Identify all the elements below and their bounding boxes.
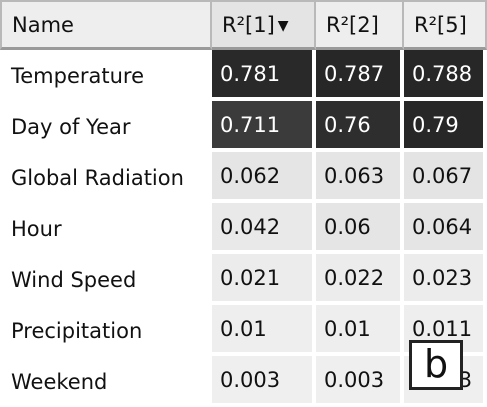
- r2-value-cell: 0.022: [316, 254, 404, 305]
- r2-value-cell: 0.76: [316, 101, 404, 152]
- r2-value-cell: 0.788: [404, 50, 487, 101]
- r2-value-cell: 0.79: [404, 101, 487, 152]
- table-row[interactable]: Temperature 0.781 0.787 0.788: [0, 50, 487, 101]
- r2-value-cell: 0.062: [212, 152, 316, 203]
- column-header-name-label: Name: [12, 12, 74, 37]
- column-header-r2-5-label: R²[5]: [414, 12, 467, 37]
- row-name-cell: Hour: [0, 203, 212, 254]
- table-row[interactable]: Global Radiation 0.062 0.063 0.067: [0, 152, 487, 203]
- r2-value-cell: 0.067: [404, 152, 487, 203]
- row-name-cell: Weekend: [0, 356, 212, 407]
- r2-value-cell: 0.787: [316, 50, 404, 101]
- r2-value-cell: 0.003: [316, 356, 404, 407]
- row-name-cell: Precipitation: [0, 305, 212, 356]
- r2-value-cell: 0.003: [212, 356, 316, 407]
- column-header-r2-2[interactable]: R²[2]: [316, 0, 404, 50]
- r2-value-cell: 0.01: [212, 305, 316, 356]
- column-header-r2-1-label: R²[1]: [222, 12, 275, 37]
- sort-descending-icon: ▼: [277, 17, 289, 34]
- header-row: Name R²[1] ▼ R²[2] R²[5]: [0, 0, 487, 50]
- table-row[interactable]: Hour 0.042 0.06 0.064: [0, 203, 487, 254]
- row-name-cell: Day of Year: [0, 101, 212, 152]
- r2-value-cell: 0.021: [212, 254, 316, 305]
- row-name-cell: Global Radiation: [0, 152, 212, 203]
- column-header-name[interactable]: Name: [0, 0, 212, 50]
- r2-value-cell: 0.023: [404, 254, 487, 305]
- column-header-r2-5[interactable]: R²[5]: [404, 0, 487, 50]
- r2-value-cell: 0.781: [212, 50, 316, 101]
- panel-label: b: [409, 340, 463, 390]
- r2-value-cell: 0.01: [316, 305, 404, 356]
- row-name-cell: Wind Speed: [0, 254, 212, 305]
- column-header-r2-2-label: R²[2]: [326, 12, 379, 37]
- table-row[interactable]: Wind Speed 0.021 0.022 0.023: [0, 254, 487, 305]
- row-name-cell: Temperature: [0, 50, 212, 101]
- column-header-r2-1[interactable]: R²[1] ▼: [212, 0, 316, 50]
- r2-value-cell: 0.042: [212, 203, 316, 254]
- r2-value-cell: 0.06: [316, 203, 404, 254]
- r2-value-cell: 0.063: [316, 152, 404, 203]
- table-row[interactable]: Day of Year 0.711 0.76 0.79: [0, 101, 487, 152]
- r2-value-cell: 0.064: [404, 203, 487, 254]
- r2-value-cell: 0.711: [212, 101, 316, 152]
- table-row[interactable]: Precipitation 0.01 0.01 0.011: [0, 305, 487, 356]
